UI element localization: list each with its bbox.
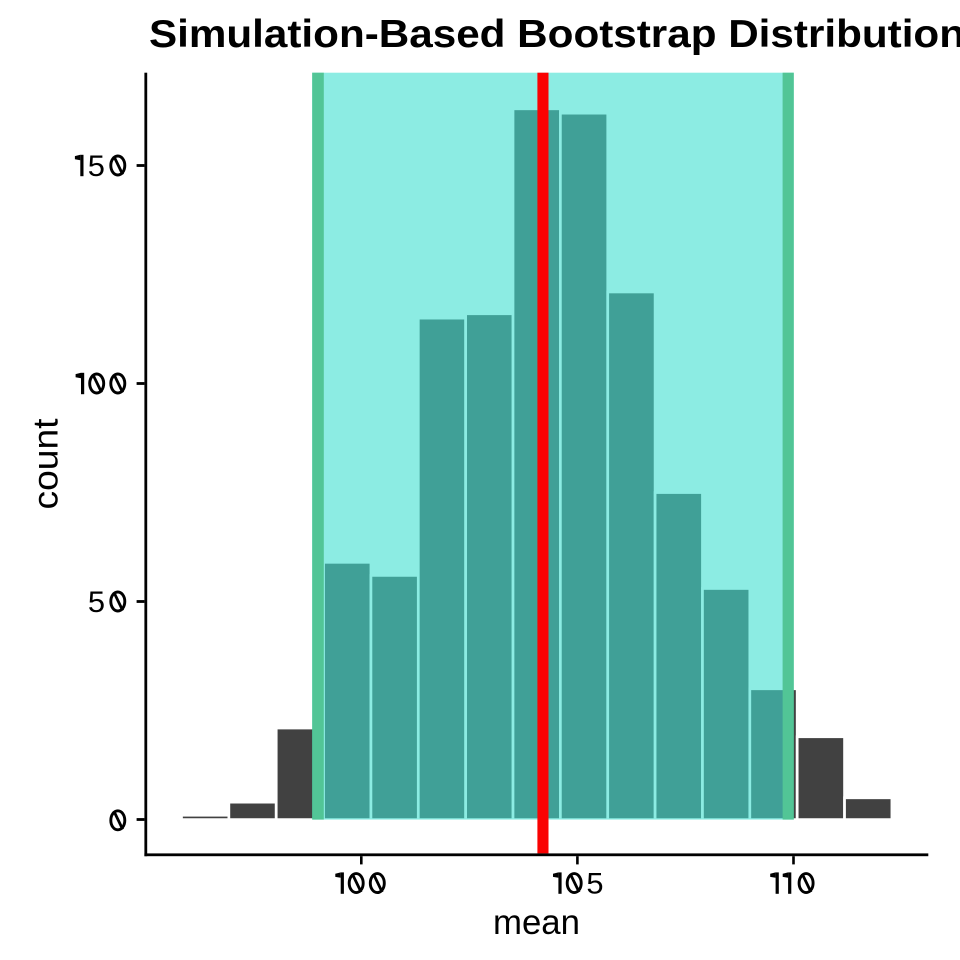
svg-text:mean: mean: [493, 903, 580, 942]
svg-text:count: count: [26, 418, 65, 509]
svg-text:Simulation-Based Bootstrap Dis: Simulation-Based Bootstrap Distribution: [149, 13, 960, 56]
